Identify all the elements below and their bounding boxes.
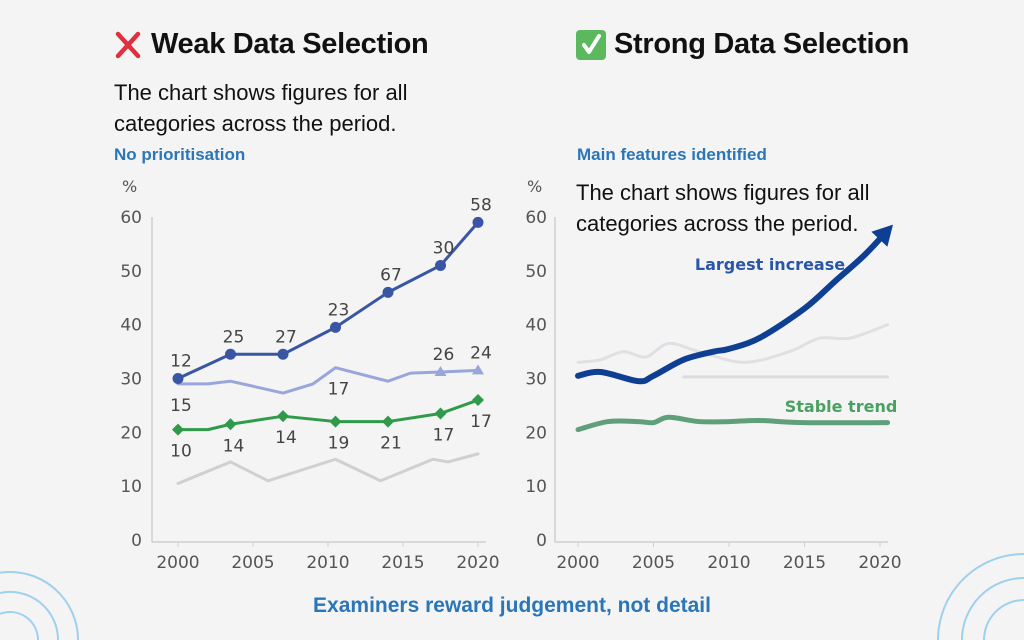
y-tick-label: 60 — [525, 208, 547, 228]
description-line: categories across the period. — [114, 111, 397, 136]
y-tick-label: 0 — [131, 531, 142, 551]
data-label: 19 — [328, 434, 350, 454]
y-tick-label: 0 — [536, 531, 547, 551]
x-tick-label: 2000 — [156, 553, 199, 573]
x-tick-label: 2010 — [306, 553, 349, 573]
x-tick-label: 2015 — [783, 553, 826, 573]
overlay-line: The chart shows figures for all — [576, 180, 870, 205]
footer-message: Examiners reward judgement, not detail — [313, 594, 711, 617]
right-title: Strong Data Selection — [614, 28, 910, 60]
data-point — [472, 364, 484, 375]
data-point — [472, 216, 484, 228]
data-label: 30 — [433, 238, 455, 258]
data-label: 24 — [470, 343, 492, 363]
data-point — [225, 348, 236, 360]
data-label: 17 — [433, 425, 455, 445]
data-label: 10 — [170, 442, 192, 462]
data-label: 15 — [170, 396, 192, 416]
x-tick-label: 2000 — [556, 553, 599, 573]
data-label: 27 — [275, 327, 297, 347]
y-tick-label: 20 — [525, 423, 547, 443]
decorative-arcs-right — [937, 553, 1024, 640]
series-line — [575, 414, 891, 433]
decorative-arcs-left — [0, 571, 79, 640]
series-line — [576, 323, 890, 364]
data-label: 23 — [328, 300, 350, 320]
x-tick-label: 2005 — [231, 553, 274, 573]
data-point — [329, 415, 342, 428]
right-subtitle: Main features identified — [577, 145, 767, 164]
y-axis-label: % — [527, 177, 542, 196]
y-axis-label: % — [122, 177, 137, 196]
chart-2: % 0 10 20 30 40 50 60 2000 2005 2010 2015 2020 Larges… — [525, 177, 901, 573]
cross-mark-icon — [115, 31, 141, 58]
description-line: The chart shows figures for all — [114, 80, 408, 105]
data-point — [382, 415, 394, 428]
y-tick-label: 10 — [525, 477, 547, 497]
data-label: 58 — [470, 195, 492, 215]
series-line — [176, 366, 480, 395]
left-heading: Weak Data Selection — [113, 28, 429, 61]
data-point — [330, 321, 341, 333]
y-tick-label: 40 — [120, 316, 142, 336]
left-title: Weak Data Selection — [151, 28, 429, 60]
y-tick-label: 30 — [525, 370, 547, 390]
x-tick-label: 2020 — [456, 553, 499, 573]
data-label: 21 — [380, 434, 402, 454]
right-overlay-text: The chart shows figures for all categori… — [576, 177, 869, 239]
data-label: 14 — [275, 428, 297, 448]
data-label: 67 — [380, 265, 402, 285]
chart-1: % 0 10 20 30 40 50 60 2000 2005 2010 2015 2020 15 17 26… — [120, 177, 499, 573]
data-point — [277, 410, 289, 423]
x-tick-label: 2015 — [381, 553, 424, 573]
data-point — [224, 418, 237, 431]
data-point — [172, 373, 184, 384]
annotation-label: Largest increase — [695, 255, 845, 274]
check-mark-icon — [576, 29, 606, 60]
data-point — [277, 348, 289, 360]
series-line — [176, 452, 480, 485]
data-label: 26 — [433, 345, 455, 365]
series-line — [176, 398, 480, 432]
left-description: The chart shows figures for all categori… — [114, 77, 407, 139]
arrow-head — [871, 224, 894, 247]
data-point — [434, 366, 447, 377]
data-label: 25 — [223, 327, 245, 347]
data-point — [434, 407, 447, 420]
left-subtitle: No prioritisation — [114, 145, 246, 164]
right-heading: Strong Data Selection — [576, 28, 909, 61]
x-tick-label: 2010 — [707, 553, 750, 573]
data-label: 17 — [470, 412, 492, 432]
data-point — [435, 259, 446, 271]
y-tick-label: 20 — [120, 423, 142, 443]
y-tick-label: 50 — [525, 262, 547, 282]
y-tick-label: 40 — [525, 316, 547, 336]
annotation-label: Stable trend — [785, 397, 898, 416]
overlay-line: categories across the period. — [576, 211, 859, 236]
data-label: 17 — [328, 380, 350, 400]
x-tick-label: 2020 — [858, 553, 901, 573]
y-tick-label: 60 — [120, 208, 142, 228]
data-point — [472, 394, 484, 407]
x-tick-label: 2005 — [632, 553, 675, 573]
data-label: 14 — [223, 436, 245, 456]
y-tick-label: 10 — [120, 477, 142, 497]
y-tick-label: 30 — [120, 370, 142, 390]
data-point — [172, 423, 184, 436]
y-tick-label: 50 — [120, 262, 142, 282]
series-line — [575, 227, 891, 385]
data-label: 12 — [170, 352, 192, 372]
data-point — [382, 286, 394, 298]
